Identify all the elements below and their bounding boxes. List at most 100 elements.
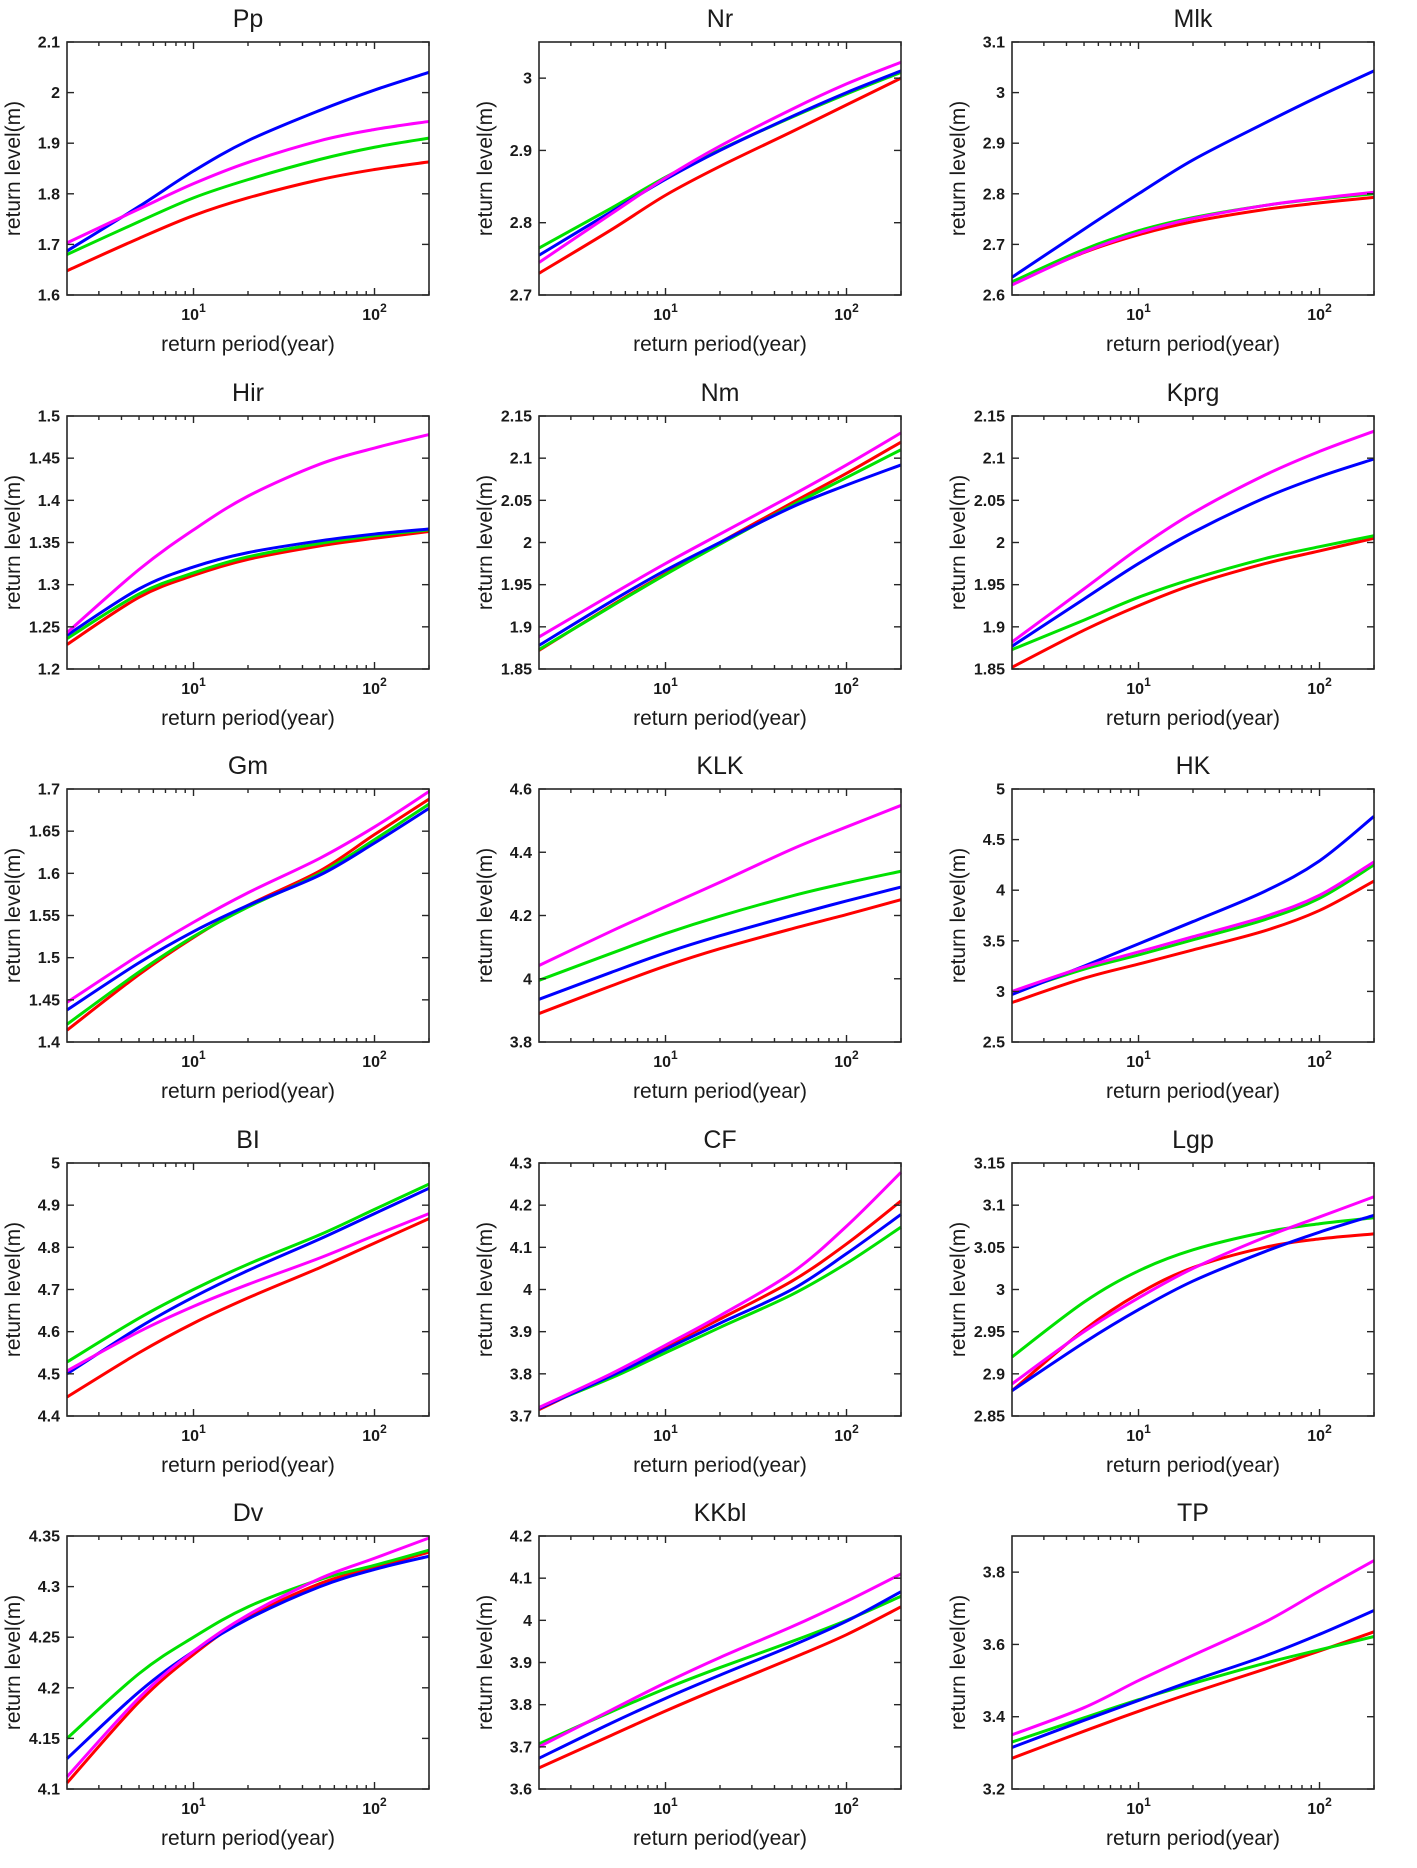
curve-green [1010, 1216, 1374, 1358]
subplot-title: Kprg [1166, 379, 1219, 407]
curve-magenta [538, 1573, 903, 1749]
y-tick-label: 2.15 [501, 408, 532, 425]
y-tick-label: 2 [523, 535, 532, 552]
y-tick-label: 5 [996, 782, 1005, 799]
curve-blue [1010, 457, 1375, 648]
subplot-svg-Mlk: 2.6 2.7 2.8 2.9 3 3.1 101 102 Mlk return period(y… [947, 5, 1375, 356]
x-tick-label: 102 [362, 1795, 387, 1818]
subplot-Dv: 4.1 4.15 4.2 4.25 4.3 4.35 101 102 Dv return peri… [0, 1494, 472, 1868]
curve-magenta [538, 1171, 903, 1409]
curve-green [66, 1182, 430, 1364]
y-axis-label: return level(m) [474, 474, 497, 609]
y-tick-label: 1.6 [38, 287, 60, 304]
y-axis-label: return level(m) [2, 848, 25, 983]
x-tick-label: 102 [362, 1422, 387, 1445]
curve-blue [1010, 69, 1375, 279]
axis-ticks [66, 1162, 430, 1417]
subplot-svg-Kprg: 1.85 1.9 1.95 2 2.05 2.1 2.15 101 102 Kprg return … [947, 379, 1375, 730]
axis-box [66, 1161, 430, 1417]
y-axis-label: return level(m) [947, 848, 970, 983]
y-tick-label: 4.2 [510, 1529, 532, 1546]
x-axis-label: return period(year) [161, 333, 335, 356]
x-axis-label: return period(year) [1106, 1827, 1280, 1850]
subplot-KKbl: 3.6 3.7 3.8 3.9 4 4.1 4.2 101 102 KKbl return peri… [472, 1494, 944, 1868]
axis-box [538, 414, 903, 670]
y-tick-label: 4.2 [510, 1197, 532, 1214]
axis-ticks [1011, 414, 1375, 670]
y-tick-label: 4.3 [38, 1579, 60, 1596]
x-axis-label: return period(year) [633, 1454, 807, 1477]
x-axis-label: return period(year) [161, 1454, 335, 1477]
x-tick-label: 101 [1126, 1048, 1151, 1071]
curve-magenta [538, 804, 902, 968]
y-tick-label: 4.5 [982, 832, 1004, 849]
axis-box [1010, 788, 1375, 1043]
y-tick-label: 1.5 [38, 408, 60, 425]
y-tick-label: 2.05 [501, 492, 532, 509]
subplot-title: TP [1177, 1499, 1209, 1527]
y-tick-label: 1.2 [38, 661, 60, 678]
x-tick-label: 101 [181, 301, 206, 324]
subplot-title: KKbl [694, 1499, 747, 1527]
y-tick-label: 2.8 [982, 186, 1004, 203]
curve-blue [1010, 1213, 1375, 1392]
subplot-Gm: 1.4 1.45 1.5 1.55 1.6 1.65 1.7 101 102 Gm return p… [0, 747, 472, 1121]
subplot-Kprg: 1.85 1.9 1.95 2 2.05 2.1 2.15 101 102 Kprg return … [945, 374, 1417, 748]
y-tick-label: 5 [51, 1155, 60, 1172]
curve-red [65, 1551, 430, 1785]
curve-magenta [66, 790, 430, 1004]
subplot-Pp: 1.6 1.7 1.8 1.9 2 2.1 101 102 Pp return period(ye… [0, 0, 472, 374]
y-tick-label: 3.6 [982, 1637, 1004, 1654]
y-tick-label: 1.95 [974, 577, 1005, 594]
y-axis-label: return level(m) [947, 1222, 970, 1357]
axis-ticks [539, 1162, 903, 1417]
y-tick-label: 4.8 [38, 1240, 60, 1257]
y-tick-label: 3.8 [982, 1565, 1004, 1582]
x-tick-label: 102 [1307, 301, 1332, 324]
y-tick-label: 3.9 [510, 1655, 532, 1672]
x-tick-label: 101 [1126, 1422, 1151, 1445]
y-axis-label: return level(m) [2, 1222, 25, 1357]
x-tick-label: 101 [1126, 1795, 1151, 1818]
y-axis-label: return level(m) [947, 474, 970, 609]
y-tick-label: 3 [996, 984, 1005, 1001]
curve-blue [538, 463, 902, 647]
y-tick-label: 3.2 [982, 1782, 1004, 1799]
curve-red [66, 1217, 430, 1399]
y-tick-label: 1.45 [29, 993, 60, 1010]
y-tick-label: 4 [996, 883, 1005, 900]
curve-blue [538, 885, 902, 1001]
x-tick-label: 101 [181, 1422, 206, 1445]
x-axis-label: return period(year) [633, 707, 807, 730]
axis-ticks [1011, 1162, 1375, 1417]
y-tick-label: 2.5 [982, 1035, 1004, 1052]
curve-green [538, 869, 902, 982]
curve-green [66, 527, 430, 640]
y-tick-label: 4.1 [510, 1240, 532, 1257]
curve-green [1011, 533, 1374, 651]
curve-green [1011, 192, 1374, 284]
axis-ticks [1011, 788, 1375, 1043]
x-tick-label: 102 [1307, 675, 1332, 698]
x-tick-label: 101 [1126, 675, 1151, 698]
curve-magenta [66, 432, 430, 634]
x-axis-label: return period(year) [1106, 707, 1280, 730]
y-tick-label: 2 [51, 85, 60, 102]
y-tick-label: 4.25 [29, 1630, 60, 1647]
y-tick-label: 1.4 [38, 492, 60, 509]
curve-red [1010, 1232, 1374, 1392]
y-tick-label: 4 [523, 971, 532, 988]
y-tick-label: 3 [523, 71, 532, 88]
x-tick-label: 102 [835, 1795, 860, 1818]
y-tick-label: 1.8 [38, 186, 60, 203]
axis-ticks [1011, 1536, 1375, 1791]
y-tick-label: 4.5 [38, 1366, 60, 1383]
y-tick-label: 3.6 [510, 1782, 532, 1799]
y-axis-label: return level(m) [2, 474, 25, 609]
subplot-title: HK [1175, 752, 1210, 780]
subplot-TP: 3.2 3.4 3.6 3.8 101 102 TP return period(year) r… [945, 1494, 1417, 1868]
y-tick-label: 3.4 [982, 1710, 1004, 1727]
y-axis-label: return level(m) [474, 848, 497, 983]
axis-box [538, 1161, 903, 1417]
